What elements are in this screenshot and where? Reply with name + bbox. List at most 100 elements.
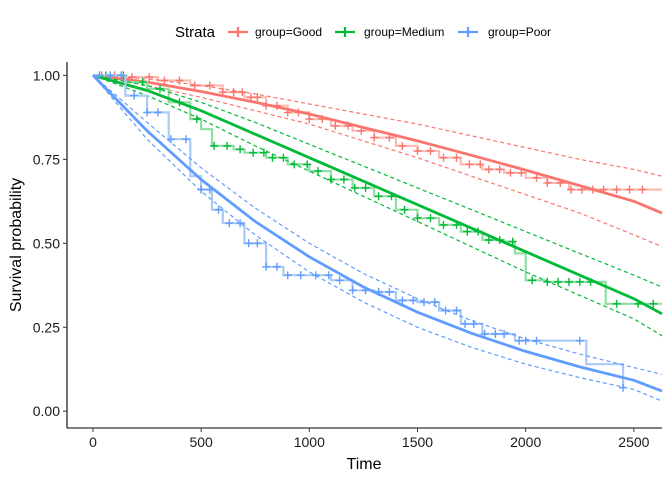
- series-medium: [92, 71, 663, 337]
- censor-mark-poor-3: [130, 91, 139, 100]
- fit-curve-good: [92, 74, 663, 215]
- censor-mark-medium-27: [463, 227, 472, 236]
- censor-mark-good-25: [413, 147, 422, 155]
- y-tick-label-2: 0.50: [33, 235, 60, 251]
- censor-mark-good-24: [398, 141, 407, 150]
- censor-mark-poor-31: [452, 306, 461, 315]
- censor-mark-good-31: [484, 165, 493, 174]
- x-axis-title: Time: [347, 456, 382, 473]
- censor-mark-medium-29: [484, 236, 493, 244]
- series-poor: [91, 71, 663, 402]
- fit-curve-medium: [92, 74, 663, 316]
- censor-mark-good-35: [532, 173, 541, 182]
- censor-mark-poor-13: [244, 239, 253, 248]
- legend-label-poor: group=Poor: [488, 25, 551, 39]
- censor-mark-good-42: [612, 185, 621, 194]
- censor-mark-good-44: [638, 185, 647, 194]
- km-step-curve-poor: [93, 74, 625, 388]
- x-tick-label-4: 2000: [510, 434, 541, 450]
- y-ticks: 0.00 0.25 0.50 0.75 1.00: [33, 67, 67, 419]
- censor-mark-poor-32: [461, 319, 470, 328]
- series-good: [92, 71, 663, 248]
- censor-mark-medium-34: [554, 277, 563, 286]
- censor-mark-good-7: [205, 81, 214, 90]
- censor-mark-good-30: [476, 160, 485, 169]
- censor-mark-medium-15: [314, 167, 322, 176]
- censor-mark-poor-26: [398, 296, 407, 305]
- censor-mark-poor-21: [335, 276, 344, 285]
- censor-mark-poor-17: [283, 271, 292, 280]
- y-tick-label-0: 0.00: [33, 403, 60, 419]
- censor-mark-poor-27: [409, 296, 418, 305]
- ci-lower-curve-poor: [92, 75, 663, 402]
- censor-mark-poor-29: [430, 298, 439, 307]
- censor-mark-poor-14: [253, 239, 262, 248]
- censor-mark-good-22: [370, 133, 379, 142]
- censor-mark-poor-30: [441, 306, 450, 315]
- censor-mark-medium-35: [565, 277, 573, 286]
- censor-mark-good-26: [426, 147, 435, 155]
- ci-lower-curve-good: [92, 74, 663, 248]
- censor-mark-good-28: [452, 153, 461, 162]
- x-tick-label-1: 500: [189, 434, 213, 450]
- censor-mark-poor-28: [420, 298, 428, 307]
- censor-mark-good-9: [229, 88, 238, 97]
- fit-curve-poor: [91, 74, 663, 393]
- y-tick-label-4: 1.00: [33, 67, 60, 83]
- censor-mark-medium-5: [192, 115, 201, 124]
- axes: 0 500 1000 1500 2000 2500 0.00 0.25 0.50 0.75 1.0…: [33, 62, 662, 450]
- censor-mark-good-19: [331, 121, 340, 130]
- censor-mark-poor-19: [311, 271, 320, 280]
- censor-mark-medium-20: [374, 192, 383, 201]
- plot-area: [91, 71, 663, 402]
- y-tick-label-1: 0.25: [33, 319, 60, 335]
- censor-mark-medium-14: [303, 160, 312, 169]
- censor-mark-good-29: [465, 160, 474, 169]
- legend-entry-poor: group=Poor: [458, 25, 551, 39]
- censor-mark-good-12: [253, 93, 262, 102]
- censor-mark-good-43: [625, 185, 634, 194]
- censor-mark-good-33: [506, 168, 515, 177]
- y-axis-title: Survival probability: [8, 178, 25, 312]
- censor-mark-medium-8: [236, 145, 245, 154]
- censor-mark-good-27: [439, 153, 448, 162]
- censor-marks-poor: [95, 71, 628, 392]
- legend: Strata group=Good group=Medium group=Poo…: [175, 24, 551, 41]
- censor-mark-poor-35: [491, 330, 500, 338]
- legend-label-medium: group=Medium: [364, 25, 444, 39]
- censor-mark-medium-11: [268, 153, 277, 162]
- censor-mark-poor-20: [324, 271, 333, 280]
- x-ticks: 0 500 1000 1500 2000 2500: [89, 428, 650, 450]
- ci-upper-curve-medium: [92, 74, 663, 288]
- censor-mark-poor-7: [182, 135, 190, 144]
- censor-mark-medium-7: [223, 141, 232, 150]
- x-tick-label-0: 0: [89, 434, 97, 450]
- censor-mark-poor-40: [575, 336, 584, 345]
- censor-mark-poor-4: [143, 108, 152, 117]
- censor-mark-medium-32: [528, 276, 537, 285]
- censor-mark-poor-1: [106, 71, 115, 80]
- legend-entry-good: group=Good: [228, 25, 322, 39]
- censor-mark-medium-22: [400, 205, 409, 214]
- censor-mark-medium-25: [439, 220, 448, 229]
- censor-mark-medium-16: [327, 175, 335, 184]
- censor-mark-good-32: [495, 165, 504, 174]
- censor-mark-medium-6: [210, 141, 219, 150]
- censor-mark-medium-38: [612, 299, 621, 308]
- censor-mark-medium-17: [339, 175, 348, 184]
- censor-mark-poor-0: [95, 71, 104, 80]
- censor-mark-poor-2: [117, 71, 126, 80]
- censor-mark-good-6: [190, 81, 199, 90]
- ci-lower-curve-medium: [92, 74, 663, 337]
- legend-entry-medium: group=Medium: [335, 25, 444, 39]
- censor-mark-poor-11: [225, 219, 234, 228]
- censor-mark-good-3: [145, 73, 154, 82]
- censor-mark-poor-25: [385, 288, 394, 296]
- censor-mark-poor-8: [197, 185, 206, 194]
- censor-marks-good: [97, 71, 647, 194]
- censor-mark-poor-6: [166, 135, 175, 144]
- x-tick-label-3: 1500: [402, 434, 433, 450]
- censor-mark-good-38: [567, 185, 576, 194]
- censor-mark-poor-15: [262, 262, 271, 271]
- censor-mark-good-17: [305, 115, 314, 124]
